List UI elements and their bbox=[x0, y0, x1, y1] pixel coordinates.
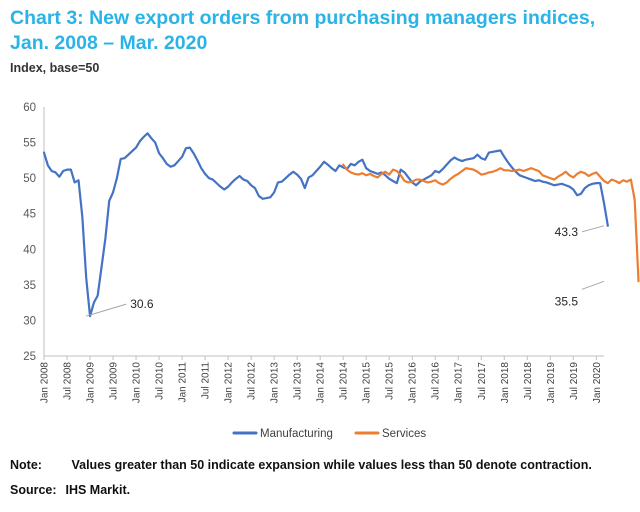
x-tick-label: Jul 2011 bbox=[201, 362, 212, 400]
annotation-label: 43.3 bbox=[555, 225, 579, 239]
y-tick-label: 50 bbox=[23, 173, 36, 185]
x-tick-label: Jan 2018 bbox=[500, 362, 511, 404]
legend-label: Services bbox=[382, 428, 426, 440]
x-tick-label: Jan 2020 bbox=[592, 362, 603, 404]
series-line-manufacturing bbox=[42, 132, 609, 318]
x-tick-label: Jan 2015 bbox=[362, 362, 373, 404]
x-tick-label: Jul 2009 bbox=[109, 362, 120, 400]
x-tick-label: Jan 2008 bbox=[40, 362, 51, 404]
x-tick-label: Jul 2013 bbox=[293, 362, 304, 400]
y-tick-label: 55 bbox=[23, 138, 36, 150]
y-tick-label: 30 bbox=[23, 315, 36, 327]
y-tick-label: 60 bbox=[23, 102, 36, 114]
x-tick-label: Jul 2014 bbox=[339, 362, 350, 400]
x-tick-label: Jan 2016 bbox=[408, 362, 419, 404]
chart-title: Chart 3: New export orders from purchasi… bbox=[10, 7, 596, 54]
x-tick-label: Jul 2015 bbox=[385, 362, 396, 400]
note-label: Note: bbox=[10, 458, 42, 472]
x-tick-label: Jul 2019 bbox=[569, 362, 580, 400]
legend-item-manufacturing: Manufacturing bbox=[232, 428, 333, 440]
y-tick-label: 45 bbox=[23, 209, 36, 221]
annotation-leader bbox=[581, 225, 605, 233]
y-tick-label: 40 bbox=[23, 244, 36, 256]
annotation-label: 35.5 bbox=[555, 294, 579, 308]
x-tick-label: Jan 2012 bbox=[224, 362, 235, 404]
x-tick-label: Jan 2009 bbox=[86, 362, 97, 404]
x-tick-label: Jan 2013 bbox=[270, 362, 281, 404]
annotation-leader bbox=[581, 280, 605, 290]
source: Source: IHS Markit. bbox=[10, 483, 130, 497]
x-tick-label: Jan 2019 bbox=[546, 362, 557, 404]
legend-label: Manufacturing bbox=[260, 428, 333, 440]
x-tick-label: Jul 2018 bbox=[523, 362, 534, 400]
source-label: Source: bbox=[10, 483, 57, 497]
y-tick-label: 25 bbox=[23, 351, 36, 363]
x-tick-label: Jan 2017 bbox=[454, 362, 465, 404]
note-text: Values greater than 50 indicate expansio… bbox=[71, 458, 592, 472]
note: Note: Values greater than 50 indicate ex… bbox=[10, 458, 592, 472]
series-line-services bbox=[342, 163, 640, 283]
annotation-leader bbox=[86, 303, 127, 317]
x-tick-label: Jul 2008 bbox=[63, 362, 74, 400]
annotation-label: 30.6 bbox=[130, 297, 154, 311]
x-tick-label: Jul 2012 bbox=[247, 362, 258, 400]
x-tick-label: Jul 2016 bbox=[431, 362, 442, 400]
legend-item-services: Services bbox=[354, 428, 426, 440]
x-tick-label: Jan 2011 bbox=[178, 362, 189, 403]
source-text: IHS Markit. bbox=[65, 483, 131, 497]
x-tick-label: Jul 2017 bbox=[477, 362, 488, 400]
line-chart: 25 30 35 40 45 50 55 60 Jan 2008 Jul 2008 Jan 2009… bbox=[23, 102, 640, 440]
x-tick-label: Jan 2010 bbox=[132, 362, 143, 404]
x-tick-label: Jan 2014 bbox=[316, 362, 327, 404]
x-tick-label: Jul 2010 bbox=[155, 362, 166, 400]
y-axis-label: Index, base=50 bbox=[10, 61, 100, 75]
y-tick-label: 35 bbox=[23, 280, 36, 292]
